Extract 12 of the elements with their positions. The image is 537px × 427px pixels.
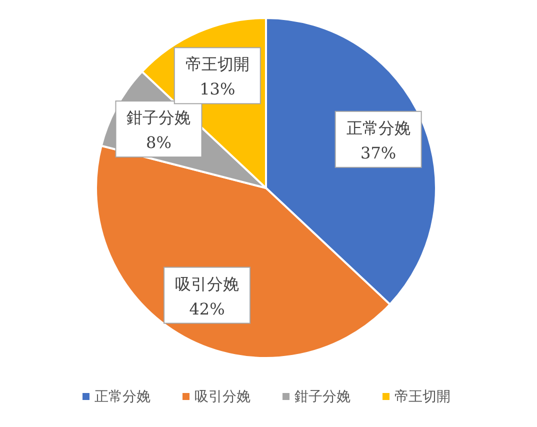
- slice-label: 帝王切開: [185, 54, 250, 74]
- slice-label: 鉗子分娩: [126, 108, 191, 128]
- legend-label: 正常分娩: [94, 389, 150, 405]
- data-label: 8%: [146, 133, 172, 152]
- data-label: 13%: [200, 80, 236, 99]
- legend-label: 帝王切開: [394, 389, 450, 405]
- slice-label: 正常分娩: [346, 118, 410, 138]
- legend-label: 吸引分娩: [194, 389, 250, 405]
- data-label: 42%: [189, 299, 225, 318]
- slice-label: 吸引分娩: [175, 274, 240, 294]
- legend-label: 鉗子分娩: [294, 389, 350, 405]
- data-label: 37%: [360, 143, 396, 162]
